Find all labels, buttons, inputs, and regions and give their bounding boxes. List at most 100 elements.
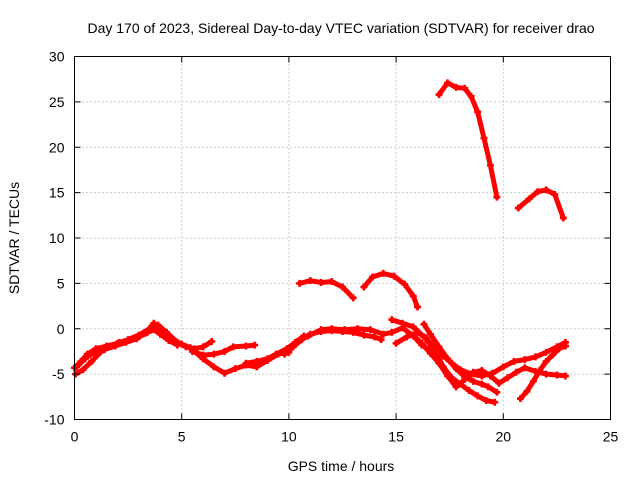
data-point: [561, 342, 569, 350]
data-point: [360, 283, 368, 291]
data-point: [542, 348, 550, 356]
data-point: [499, 363, 507, 371]
y-tick-label: 30: [49, 49, 65, 65]
data-point: [122, 338, 130, 346]
data-point: [349, 294, 357, 302]
series-arc10: [388, 316, 499, 406]
data-point: [300, 332, 308, 340]
data-point: [283, 345, 291, 353]
data-point: [306, 277, 314, 285]
data-point: [221, 369, 229, 377]
data-point: [156, 327, 164, 335]
data-point: [491, 398, 499, 406]
data-point: [461, 373, 469, 381]
series-line: [74, 320, 292, 376]
data-point: [291, 338, 299, 346]
y-tick-label: -5: [52, 366, 65, 382]
data-point: [542, 357, 550, 365]
x-tick-label: 15: [388, 429, 404, 445]
data-point: [90, 348, 98, 356]
data-point: [401, 280, 409, 288]
y-tick-label: 20: [49, 139, 65, 155]
data-point: [474, 392, 482, 400]
series-line: [421, 321, 500, 395]
data-point: [461, 84, 469, 92]
data-point: [328, 325, 336, 333]
series-arc7: [242, 332, 308, 367]
data-point: [435, 91, 443, 99]
data-point: [561, 372, 569, 380]
data-point: [392, 339, 400, 347]
data-point: [317, 326, 325, 334]
data-point: [81, 355, 89, 363]
data-point: [341, 326, 349, 334]
data-point: [439, 363, 447, 371]
x-tick-label: 20: [496, 429, 512, 445]
data-point: [317, 278, 325, 286]
data-point: [426, 330, 434, 338]
data-point: [242, 359, 250, 367]
data-point: [525, 195, 533, 203]
x-tick-label: 10: [281, 429, 297, 445]
data-point: [549, 351, 557, 359]
data-point: [469, 377, 477, 385]
data-point: [88, 357, 96, 365]
data-point: [263, 355, 271, 363]
data-point: [551, 190, 559, 198]
data-point: [542, 370, 550, 378]
data-point: [504, 374, 512, 382]
data-point: [399, 319, 407, 327]
y-tick-label: 15: [49, 185, 65, 201]
data-point: [221, 347, 229, 355]
data-point: [339, 283, 346, 291]
data-point: [444, 355, 452, 363]
data-point: [178, 340, 186, 348]
axes-layer: 0 5 10 15 20 25 -10 -5 0 5 10 15 20 25 30: [44, 49, 618, 445]
data-point: [480, 134, 488, 142]
data-point: [403, 333, 411, 341]
data-point: [474, 108, 482, 116]
y-tick-label: 25: [49, 94, 65, 110]
data-point: [465, 386, 473, 394]
data-point: [210, 363, 218, 371]
data-point: [555, 345, 563, 353]
data-point: [431, 347, 439, 355]
data-point: [510, 357, 518, 365]
x-tick-label: 0: [71, 429, 79, 445]
data-point: [523, 387, 531, 395]
data-point: [469, 368, 477, 376]
data-point: [388, 316, 396, 324]
data-point: [253, 357, 261, 365]
data-point: [328, 278, 336, 286]
data-point: [210, 350, 218, 358]
data-point: [531, 353, 539, 361]
data-point: [409, 292, 417, 300]
data-point: [542, 186, 550, 194]
y-tick-label: 5: [57, 275, 65, 291]
data-point: [272, 350, 280, 358]
y-tick-label: -10: [44, 412, 64, 428]
series-arc16: [514, 186, 567, 222]
data-point: [242, 342, 250, 350]
data-point: [296, 279, 304, 287]
data-point: [514, 204, 522, 212]
data-point: [521, 356, 529, 364]
x-axis-label: GPS time / hours: [288, 458, 395, 474]
data-point: [521, 364, 529, 372]
data-point: [482, 396, 490, 404]
data-point: [420, 320, 428, 328]
data-point: [478, 380, 486, 388]
series-arc13: [296, 277, 357, 302]
data-point: [486, 372, 494, 380]
series-line: [436, 80, 500, 200]
data-point: [369, 273, 377, 281]
data-point: [452, 365, 460, 373]
data-point: [426, 349, 434, 357]
grid-layer: [74, 56, 611, 420]
series-line: [297, 278, 356, 301]
data-point: [79, 366, 87, 374]
data-point: [390, 272, 398, 280]
series-layer: [71, 79, 569, 406]
